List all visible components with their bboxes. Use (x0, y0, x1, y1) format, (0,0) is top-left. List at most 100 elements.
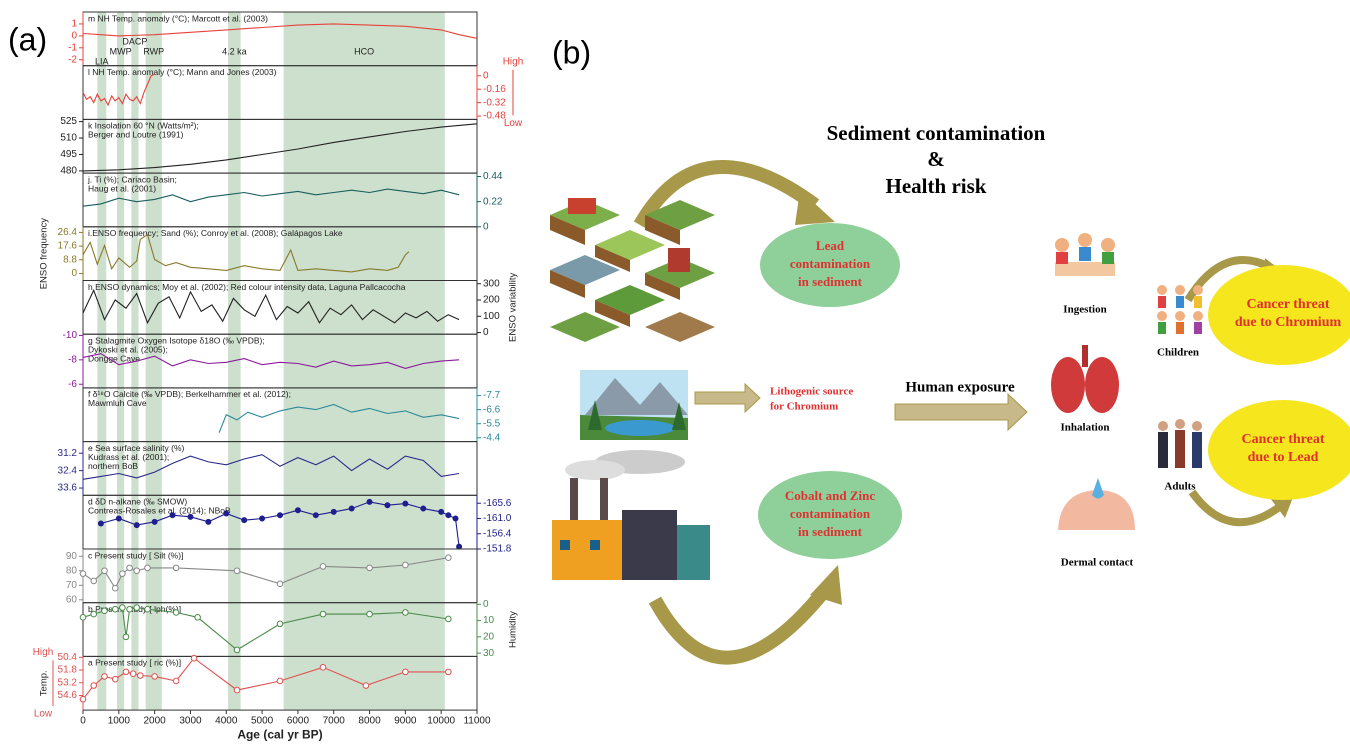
data-point (234, 568, 240, 574)
data-point (152, 674, 158, 680)
data-point (446, 513, 451, 518)
data-point (134, 605, 140, 611)
lake (605, 420, 675, 436)
x-tick-label: 4000 (215, 716, 238, 727)
panel-title: Mawmluh Cave (88, 398, 147, 408)
data-point (120, 605, 126, 611)
data-point (446, 555, 452, 561)
child (1157, 311, 1167, 321)
adult (1158, 432, 1168, 468)
data-point (116, 516, 121, 521)
data-point (152, 519, 157, 524)
data-point (112, 676, 118, 682)
person (1056, 252, 1068, 264)
y-tick-label: 100 (483, 311, 500, 322)
y-tick-label: 0 (71, 268, 77, 279)
y-tick-label: -151.8 (483, 544, 512, 555)
data-point (170, 513, 175, 518)
child (1157, 285, 1167, 295)
node-text: contamination (790, 256, 871, 271)
data-point (91, 683, 97, 689)
y-tick-label: 20 (483, 632, 495, 643)
y-tick-label: -6 (68, 379, 77, 390)
range-label: High (503, 56, 524, 67)
x-tick-label: 5000 (251, 716, 274, 727)
data-point (331, 509, 336, 514)
period-label: 4.2 ka (222, 46, 247, 56)
outcome-text: Cancer threat (1241, 432, 1324, 447)
y-tick-label: 0 (483, 599, 489, 610)
x-tick-label: 8000 (358, 716, 381, 727)
panel-title: Berger and Loutre (1991) (88, 130, 184, 140)
period-label: LIA (95, 56, 109, 66)
adult (1192, 421, 1202, 431)
route-label: Ingestion (1063, 304, 1106, 316)
node-text: in sediment (798, 524, 863, 539)
panel-title: northern BoB (88, 461, 138, 471)
y-tick-label: -165.6 (483, 498, 512, 509)
node-text: Cobalt and Zinc (785, 488, 876, 503)
data-point (112, 606, 118, 612)
diagram-title: Sediment contamination (827, 121, 1046, 145)
data-point (349, 506, 354, 511)
node-text: Lead (816, 238, 845, 253)
panel-label: (a) (8, 21, 47, 57)
y-tick-label: 60 (66, 594, 78, 605)
child (1158, 322, 1166, 334)
data-point (277, 678, 283, 684)
panel-a: m NH Temp. anomaly (°C); Marcott et al. … (33, 12, 524, 741)
data-point (439, 509, 444, 514)
adult (1175, 419, 1185, 429)
y-tick-label: 8.8 (63, 254, 77, 265)
data-point (457, 544, 462, 549)
data-point (277, 581, 283, 587)
y-tick-label: -6.6 (483, 404, 501, 415)
data-point (446, 616, 452, 622)
data-point (134, 523, 139, 528)
data-point (234, 647, 240, 653)
data-point (127, 565, 133, 571)
child (1194, 296, 1202, 308)
outcome-text: due to Lead (1248, 450, 1319, 465)
y-tick-label: 32.4 (58, 465, 78, 476)
node-text: in sediment (798, 274, 863, 289)
data-point (188, 514, 193, 519)
data-point (138, 673, 144, 679)
y-tick-label: -0.48 (483, 111, 506, 122)
data-point (98, 521, 103, 526)
x-tick-label: 6000 (287, 716, 310, 727)
data-point (260, 516, 265, 521)
outcome-text: Cancer threat (1246, 297, 1329, 312)
y-tick-label: -161.0 (483, 513, 512, 524)
adult (1175, 430, 1185, 468)
y-tick-label: 0.22 (483, 196, 503, 207)
node-text: for Chromium (770, 401, 838, 413)
range-label: Low (504, 118, 523, 129)
data-point (195, 615, 201, 621)
data-point (102, 608, 108, 614)
x-tick-label: 10000 (427, 716, 455, 727)
y-tick-label: 300 (483, 278, 500, 289)
y-tick-label: -0.16 (483, 84, 506, 95)
data-point (130, 671, 136, 677)
skin-icon (1058, 478, 1135, 530)
smoke (565, 460, 625, 480)
y-tick-label: 31.2 (58, 448, 78, 459)
y-tick-label: 90 (66, 551, 78, 562)
data-point (278, 513, 283, 518)
axis-label: Humidity (508, 611, 519, 648)
y-tick-label: 0 (483, 327, 489, 338)
y-tick-label: 480 (60, 166, 77, 177)
arrow (695, 384, 760, 412)
data-point (173, 610, 179, 616)
data-point (403, 610, 409, 616)
data-point (145, 565, 151, 571)
data-point (313, 513, 318, 518)
person (1102, 252, 1114, 264)
route-label: Dermal contact (1061, 557, 1134, 569)
y-tick-label: 30 (483, 648, 495, 659)
panel-title: h ENSO dynamics; Moy et al. (2002); Red … (88, 282, 406, 292)
person (1079, 247, 1091, 261)
child (1176, 296, 1184, 308)
data-point (320, 564, 326, 570)
